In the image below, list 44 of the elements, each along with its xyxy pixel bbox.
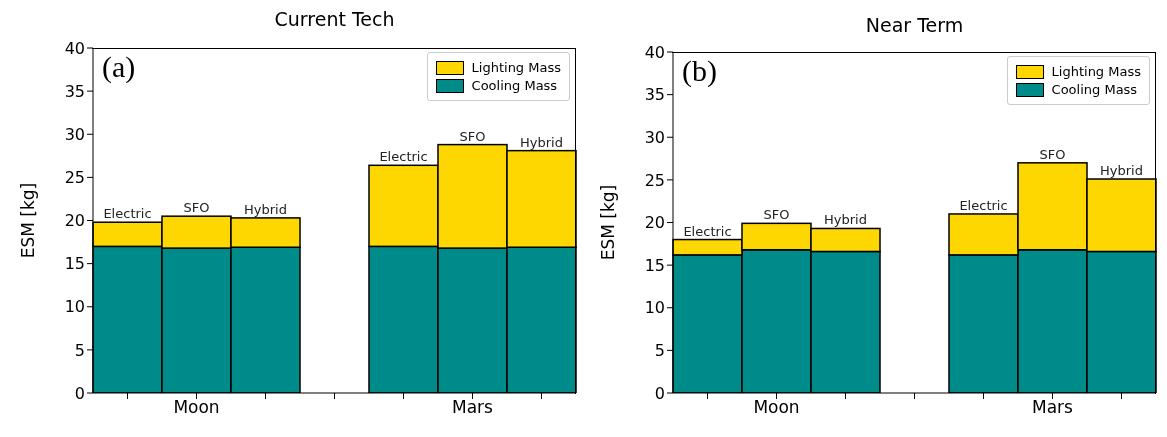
data-label: SFO bbox=[459, 128, 486, 144]
legend-label: Lighting Mass bbox=[1051, 64, 1141, 79]
data-label: Electric bbox=[683, 223, 732, 239]
y-tick-label: 35 bbox=[64, 81, 85, 101]
chart-title: Near Term bbox=[864, 14, 965, 36]
data-label: Hybrid bbox=[1100, 163, 1143, 179]
y-tick-label: 0 bbox=[654, 383, 665, 403]
y-tick-label: 25 bbox=[644, 170, 665, 190]
x-tick-label: Mars bbox=[1032, 397, 1074, 418]
data-label: Hybrid bbox=[520, 134, 563, 150]
legend-label: Lighting Mass bbox=[471, 60, 561, 75]
y-tick-label: 15 bbox=[64, 254, 85, 274]
data-label: Electric bbox=[379, 149, 428, 165]
y-tick-label: 40 bbox=[644, 42, 665, 62]
data-label: Hybrid bbox=[824, 212, 867, 228]
legend-label: Cooling Mass bbox=[471, 78, 558, 93]
data-label: SFO bbox=[1039, 146, 1066, 162]
y-tick-label: 5 bbox=[74, 340, 85, 360]
data-label: SFO bbox=[763, 207, 790, 223]
y-tick-label: 30 bbox=[64, 124, 85, 144]
y-tick-label: 5 bbox=[654, 341, 665, 361]
y-tick-label: 10 bbox=[644, 298, 665, 318]
annotation: (a) bbox=[102, 50, 136, 84]
y-tick-label: 30 bbox=[644, 127, 665, 147]
y-axis-title: ESM [kg] bbox=[598, 184, 619, 261]
y-tick-label: 25 bbox=[64, 168, 85, 188]
y-tick-label: 0 bbox=[74, 383, 85, 403]
x-tick-label: Mars bbox=[452, 397, 494, 418]
legend-label: Cooling Mass bbox=[1051, 82, 1138, 97]
data-label: Electric bbox=[103, 206, 152, 222]
x-tick-label: Moon bbox=[753, 397, 800, 418]
y-tick-label: 40 bbox=[64, 38, 85, 58]
data-label: Electric bbox=[959, 197, 1008, 213]
data-label: SFO bbox=[183, 200, 210, 216]
y-tick-label: 15 bbox=[644, 255, 665, 275]
y-tick-label: 35 bbox=[644, 85, 665, 105]
x-tick-label: Moon bbox=[173, 397, 220, 418]
y-tick-label: 10 bbox=[64, 297, 85, 317]
y-axis-title: ESM [kg] bbox=[18, 182, 39, 259]
annotation: (b) bbox=[682, 54, 717, 88]
y-tick-label: 20 bbox=[644, 213, 665, 233]
data-label: Hybrid bbox=[244, 201, 287, 217]
y-tick-label: 20 bbox=[64, 211, 85, 231]
chart-title: Current Tech bbox=[273, 8, 396, 30]
